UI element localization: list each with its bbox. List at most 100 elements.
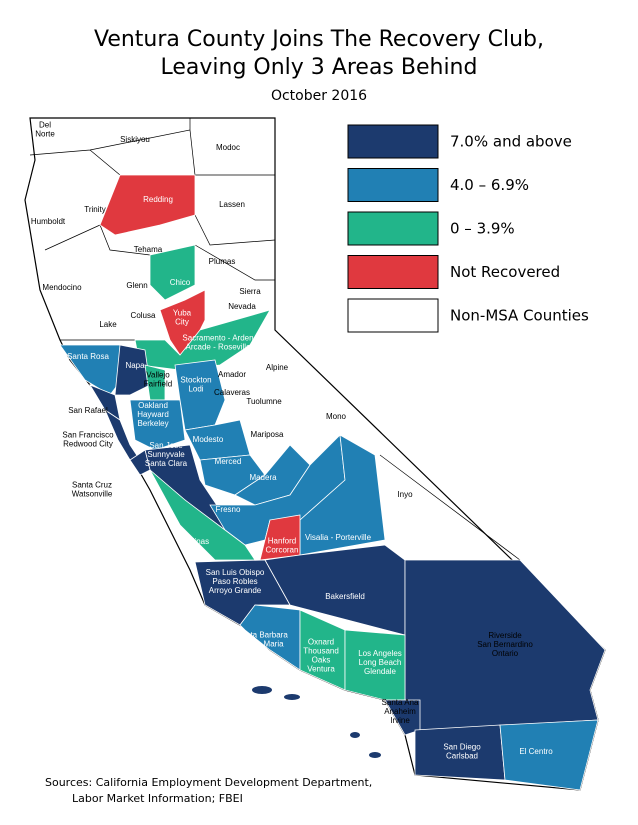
region-label: Salinas bbox=[183, 537, 209, 546]
county-label: Amador bbox=[218, 370, 246, 379]
region-label: Oxnard bbox=[308, 638, 334, 647]
county-label: Modoc bbox=[216, 143, 240, 152]
county-label: Lake bbox=[99, 320, 117, 329]
region-label: Hayward bbox=[137, 410, 169, 419]
region bbox=[134, 309, 271, 371]
county-label: Sierra bbox=[239, 287, 261, 296]
region-label: Arroyo Grande bbox=[209, 586, 262, 595]
region-label: Ontario bbox=[492, 649, 519, 658]
county-label: Mariposa bbox=[251, 430, 284, 439]
title-line: Leaving Only 3 Areas Behind bbox=[161, 55, 478, 80]
county-label: Siskiyou bbox=[120, 135, 150, 144]
region-label: Watsonville bbox=[72, 490, 113, 499]
region bbox=[149, 244, 196, 301]
region-label: Napa bbox=[125, 361, 145, 370]
legend-swatch bbox=[347, 124, 439, 159]
region-label: Fairfield bbox=[144, 380, 172, 389]
region-label: San Francisco bbox=[62, 431, 114, 440]
region-label: Irvine bbox=[390, 716, 410, 725]
region-label: San Luis Obispo bbox=[206, 568, 265, 577]
region-label: Santa Barbara bbox=[236, 631, 288, 640]
county-label: Glenn bbox=[126, 281, 147, 290]
region-label: El Centro bbox=[519, 747, 553, 756]
region-label: Oakland bbox=[138, 401, 168, 410]
region-label: Madera bbox=[249, 473, 277, 482]
region-label: Sacramento - Arden bbox=[182, 334, 253, 343]
region bbox=[114, 344, 151, 396]
region bbox=[499, 719, 599, 791]
legend-label: 7.0% and above bbox=[450, 133, 572, 151]
region-label: Carlsbad bbox=[446, 752, 478, 761]
county-label: Nevada bbox=[228, 302, 256, 311]
county-label: Inyo bbox=[397, 490, 413, 499]
county-label: Mono bbox=[326, 412, 347, 421]
region-label: Stockton bbox=[180, 376, 211, 385]
legend-label: Non-MSA Counties bbox=[450, 307, 589, 325]
region-label: Corcoran bbox=[266, 546, 299, 555]
region-label: Santa Clara bbox=[145, 459, 188, 468]
region-label: Ventura bbox=[307, 665, 335, 674]
region-label: San Rafael bbox=[68, 406, 108, 415]
county-label: Colusa bbox=[131, 311, 156, 320]
region-label: Modesto bbox=[193, 435, 224, 444]
region-label: Santa Rosa bbox=[67, 352, 109, 361]
legend-swatch bbox=[347, 298, 439, 333]
region-label: Visalia - Porterville bbox=[305, 533, 372, 542]
source-line: Sources: California Employment Developme… bbox=[45, 776, 372, 789]
region-label: Redwood City bbox=[63, 440, 113, 449]
region-label: Riverside bbox=[488, 631, 522, 640]
legend-swatch bbox=[347, 255, 439, 289]
region-label: Fresno bbox=[216, 505, 241, 514]
region-label: Vallejo bbox=[146, 371, 170, 380]
region-label: San Jose bbox=[149, 441, 183, 450]
region-label: Redding bbox=[143, 195, 173, 204]
county-label: Tehama bbox=[134, 245, 163, 254]
subtitle: October 2016 bbox=[271, 88, 367, 104]
region bbox=[184, 419, 251, 461]
region-label: Sunnyvale bbox=[147, 450, 185, 459]
source-line: Labor Market Information; FBEI bbox=[72, 792, 243, 805]
legend-label: 4.0 – 6.9% bbox=[450, 176, 529, 194]
legend-swatch bbox=[347, 168, 439, 202]
county-label: Mendocino bbox=[42, 283, 82, 292]
region-label: San Bernardino bbox=[477, 640, 533, 649]
region-label: Santa Ana bbox=[382, 698, 419, 707]
county-label: Calaveras bbox=[214, 388, 250, 397]
region-label: Berkeley bbox=[137, 419, 168, 428]
county-label: Lassen bbox=[219, 200, 245, 209]
region-label: Santa Maria bbox=[240, 640, 284, 649]
legend: 7.0% and above 4.0 – 6.9% 0 – 3.9% Not Reco… bbox=[347, 124, 589, 333]
legend-label: Not Recovered bbox=[450, 263, 560, 281]
county-label: Alpine bbox=[266, 363, 289, 372]
region-label: Paso Robles bbox=[212, 577, 257, 586]
county-label: Trinity bbox=[84, 205, 105, 214]
region-label: Glendale bbox=[364, 667, 397, 676]
region-label: Santa Cruz bbox=[72, 481, 112, 490]
region-label: Lodi bbox=[188, 385, 203, 394]
county-label: Plumas bbox=[209, 257, 236, 266]
region-label: Chico bbox=[170, 278, 191, 287]
county-label: Humboldt bbox=[31, 217, 66, 226]
county-label: Del bbox=[39, 121, 51, 130]
region-label: Bakersfield bbox=[325, 592, 365, 601]
region-label: Anaheim bbox=[384, 707, 416, 716]
islands bbox=[252, 686, 381, 758]
region-label: Oaks bbox=[312, 656, 331, 665]
region-label: San Diego bbox=[443, 743, 481, 752]
region-label: Hanford bbox=[268, 537, 296, 546]
legend-swatch bbox=[347, 211, 439, 246]
region-label: City bbox=[175, 318, 189, 327]
county-label: Tuolumne bbox=[246, 397, 282, 406]
region-label: Los Angeles bbox=[358, 649, 402, 658]
legend-label: 0 – 3.9% bbox=[450, 220, 515, 238]
region bbox=[149, 469, 256, 561]
region bbox=[129, 399, 186, 451]
region bbox=[99, 174, 196, 236]
region-label: Arcade - Roseville bbox=[186, 343, 251, 352]
regions bbox=[59, 174, 606, 791]
region-label: Merced bbox=[215, 457, 242, 466]
county-label: Norte bbox=[35, 130, 55, 139]
region-label: Yuba bbox=[173, 309, 192, 318]
title-line: Ventura County Joins The Recovery Club, bbox=[94, 27, 544, 52]
